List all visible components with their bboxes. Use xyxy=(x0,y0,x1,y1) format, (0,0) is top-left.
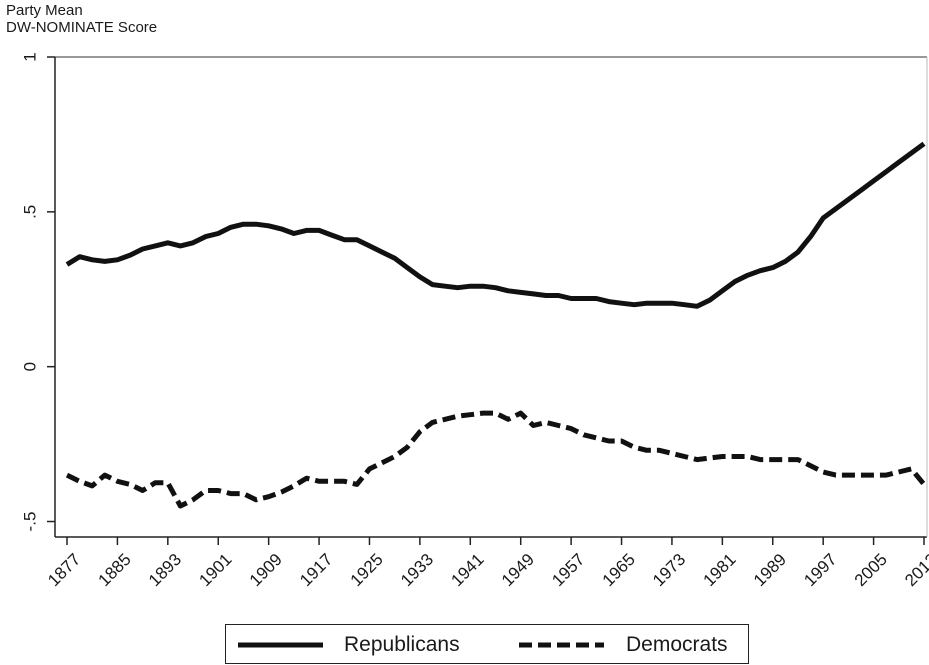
x-tick-label: 1941 xyxy=(447,550,487,590)
x-tick-label: 1901 xyxy=(195,550,235,590)
y-tick-label: .5 xyxy=(21,205,40,219)
legend-swatches xyxy=(238,642,604,648)
x-tick-label: 1949 xyxy=(498,550,538,590)
legend-label-republicans: Republicans xyxy=(344,633,460,656)
x-tick-label: 1893 xyxy=(145,550,185,590)
y-tick-label: -.5 xyxy=(21,512,40,532)
legend: Republicans Democrats xyxy=(225,624,749,664)
y-tick-label: 0 xyxy=(21,362,40,371)
legend-label-democrats: Democrats xyxy=(626,633,728,656)
y-tick-label: 1 xyxy=(21,52,40,61)
x-tick-label: 1909 xyxy=(246,550,286,590)
x-tick-label: 1973 xyxy=(649,550,689,590)
x-tick-label: 2013 xyxy=(901,550,929,590)
x-tick-label: 2005 xyxy=(851,550,891,590)
series-lines xyxy=(65,141,926,509)
x-tick-label: 1981 xyxy=(699,550,739,590)
y-axis-title-line-1: Party Mean xyxy=(6,2,83,19)
x-tick-label: 1997 xyxy=(800,550,840,590)
line-chart: 1 .5 0 -.5 1877 1885 1893 1901 1909 1917 1925 1933… xyxy=(21,52,929,590)
x-tick-label: 1989 xyxy=(750,550,790,590)
x-tick-label: 1917 xyxy=(296,550,336,590)
series-line-republicans xyxy=(65,141,926,309)
x-axis: 1877 1885 1893 1901 1909 1917 1925 1933 1941 1949… xyxy=(44,537,929,590)
y-axis: 1 .5 0 -.5 xyxy=(21,52,55,532)
series-line-democrats xyxy=(65,410,926,509)
x-tick-label: 1957 xyxy=(548,550,588,590)
x-tick-label: 1933 xyxy=(397,550,437,590)
x-tick-label: 1925 xyxy=(347,550,387,590)
plot-frame xyxy=(54,56,928,538)
y-axis-title-line-2: DW-NOMINATE Score xyxy=(6,19,158,36)
x-tick-label: 1877 xyxy=(44,550,84,590)
x-tick-label: 1965 xyxy=(599,550,639,590)
x-tick-label: 1885 xyxy=(95,550,135,590)
